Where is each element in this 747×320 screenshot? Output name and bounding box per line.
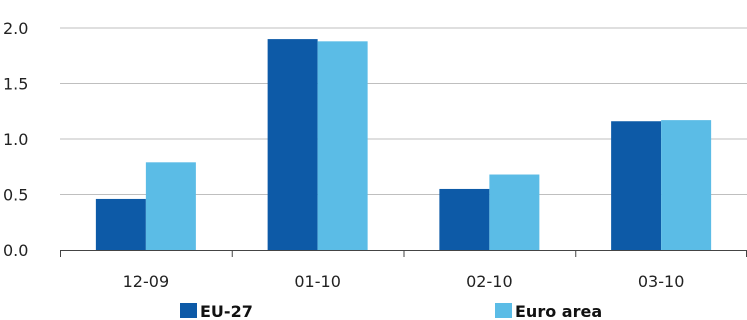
bar-eu-27-12-09	[95, 198, 146, 250]
legend-item: EU-27	[180, 302, 253, 320]
legend: EU-27 Euro area	[180, 302, 602, 320]
bar-euro-area-01-10	[317, 41, 368, 250]
bar-eu-27-02-10	[439, 188, 490, 250]
legend-swatch	[495, 303, 512, 318]
y-tick-label: 0.5	[3, 186, 28, 205]
bars	[95, 39, 712, 251]
x-tick-label: 01-10	[294, 272, 341, 291]
x-axis	[60, 250, 747, 257]
legend-label: Euro area	[515, 302, 602, 320]
bar-eu-27-01-10	[267, 39, 318, 250]
x-tick-label: 12-09	[123, 272, 170, 291]
y-tick-label: 1.0	[3, 130, 28, 149]
y-tick-label: 0.0	[3, 241, 28, 260]
bar-euro-area-02-10	[489, 174, 540, 250]
x-tick-label: 02-10	[466, 272, 513, 291]
x-axis-tick-labels: 12-09 01-10 02-10 03-10	[123, 272, 685, 291]
y-axis-tick-labels: 0.0 0.5 1.0 1.5 2.0	[3, 19, 28, 260]
bar-euro-area-03-10	[661, 120, 712, 250]
y-tick-label: 2.0	[3, 19, 28, 38]
legend-swatch	[180, 303, 197, 318]
x-tick-label: 03-10	[638, 272, 685, 291]
legend-label: EU-27	[200, 302, 253, 320]
bar-euro-area-12-09	[145, 162, 196, 250]
y-tick-label: 1.5	[3, 75, 28, 94]
legend-item: Euro area	[495, 302, 602, 320]
bar-eu-27-03-10	[611, 121, 662, 251]
